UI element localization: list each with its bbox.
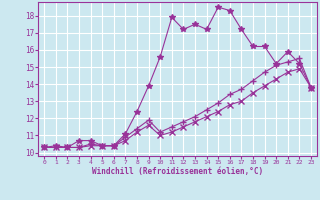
X-axis label: Windchill (Refroidissement éolien,°C): Windchill (Refroidissement éolien,°C) [92,167,263,176]
